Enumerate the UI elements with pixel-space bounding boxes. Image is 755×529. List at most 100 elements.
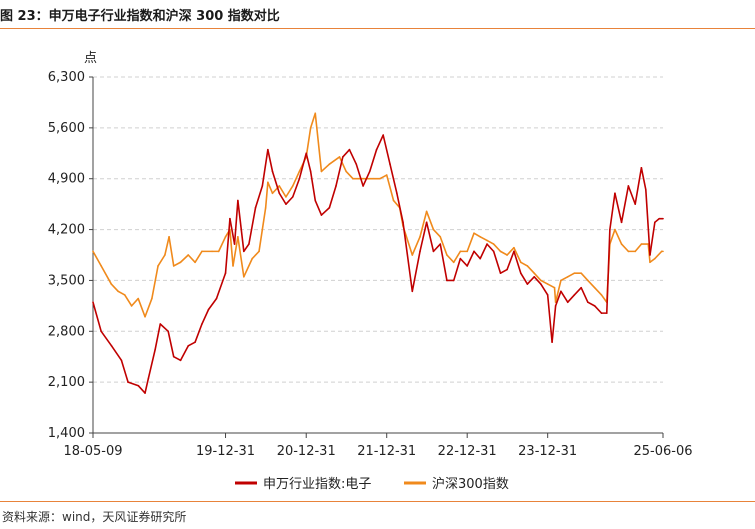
series-segment xyxy=(466,250,475,267)
series-segment xyxy=(439,243,448,282)
series-segment xyxy=(305,127,312,158)
series-segment xyxy=(452,250,462,264)
series-segment xyxy=(248,206,257,245)
y-unit-label: 点 xyxy=(84,51,97,66)
series-segment xyxy=(110,283,119,293)
series-segment xyxy=(473,250,482,260)
series-segment xyxy=(492,243,502,253)
series-segment xyxy=(144,377,150,394)
series-segment xyxy=(328,185,337,209)
y-tick-label: 5,600 xyxy=(48,121,85,136)
series-segment xyxy=(614,228,623,245)
series-segment xyxy=(168,236,175,267)
series-segment xyxy=(425,210,435,231)
series-segment xyxy=(154,323,162,351)
series-segment xyxy=(486,243,495,253)
series-segment xyxy=(546,283,556,289)
series-segment xyxy=(233,199,239,245)
y-tick-label: 3,500 xyxy=(48,273,85,288)
series-segment xyxy=(130,297,140,307)
source-divider xyxy=(0,501,755,502)
series-segment xyxy=(267,181,274,195)
series-segment xyxy=(566,272,576,278)
series-segment xyxy=(194,250,203,264)
series-segment xyxy=(100,265,113,285)
series-segment xyxy=(278,185,287,198)
legend-label: 申万行业指数:电子 xyxy=(263,477,371,492)
series-segment xyxy=(546,294,553,343)
series-segment xyxy=(207,297,218,311)
series-segment xyxy=(425,221,435,253)
series-segment xyxy=(179,345,190,362)
series-segment xyxy=(201,308,210,325)
series-segment xyxy=(92,250,102,267)
series-segment xyxy=(609,228,616,245)
series-segment xyxy=(593,305,603,314)
grid-lines xyxy=(93,76,663,383)
series-segment xyxy=(466,232,475,253)
series-segment xyxy=(151,265,159,300)
series-segment xyxy=(224,217,231,274)
series-segment xyxy=(432,228,442,238)
series-segment xyxy=(513,250,522,274)
y-tick-label: 2,100 xyxy=(48,375,85,390)
series-segment xyxy=(479,236,488,242)
y-tick-label: 4,900 xyxy=(48,172,85,187)
series-segment xyxy=(649,221,656,256)
series-segment xyxy=(566,294,576,304)
x-tick-label: 19-12-31 xyxy=(196,444,255,459)
series-segment xyxy=(379,174,388,180)
series-segment xyxy=(573,286,582,296)
series-segment xyxy=(560,275,569,282)
x-tick-label: 21-12-31 xyxy=(357,444,416,459)
series-segment xyxy=(432,243,442,253)
series-segment xyxy=(243,257,254,278)
series-segment xyxy=(645,188,651,256)
series-segment xyxy=(305,152,312,173)
series-segment xyxy=(411,236,421,256)
series-line xyxy=(92,112,664,318)
series-segment xyxy=(258,206,267,253)
series-segment xyxy=(375,134,384,151)
series-segment xyxy=(479,243,488,260)
series-segment xyxy=(251,250,260,260)
series-segment xyxy=(147,348,156,380)
series-segment xyxy=(117,290,126,296)
x-tick-label: 22-12-31 xyxy=(438,444,497,459)
series-segment xyxy=(499,268,508,274)
series-segment xyxy=(309,112,317,129)
series-segment xyxy=(411,250,421,293)
series-segment xyxy=(499,250,508,256)
series-segment xyxy=(419,210,428,238)
series-segment xyxy=(640,167,647,191)
series-segment xyxy=(551,305,557,343)
series-segment xyxy=(342,148,351,158)
series-segment xyxy=(110,345,123,362)
series-segment xyxy=(459,257,468,267)
series-segment xyxy=(446,254,455,264)
series-segment xyxy=(217,236,227,253)
series-segment xyxy=(92,301,102,333)
x-tick-label: 20-12-31 xyxy=(277,444,336,459)
series-segment xyxy=(309,170,317,202)
series-segment xyxy=(402,221,414,293)
series-segment xyxy=(419,221,428,253)
series-segment xyxy=(229,228,234,267)
series-segment xyxy=(609,192,616,231)
series-segment xyxy=(172,261,182,267)
series-segment xyxy=(654,250,663,260)
source-note: 资料来源：wind，天风证券研究所 xyxy=(2,510,187,524)
series-segment xyxy=(167,330,175,358)
series-segment xyxy=(229,217,236,245)
series-segment xyxy=(533,272,542,282)
series-segment xyxy=(519,272,529,285)
series-segment xyxy=(587,279,596,289)
series-segment xyxy=(215,272,227,300)
legend: 申万行业指数:电子 沪深300指数 xyxy=(235,476,509,492)
series-segment xyxy=(291,177,301,198)
series-segment xyxy=(179,254,190,264)
series-segment xyxy=(157,254,166,267)
series-segment xyxy=(232,236,239,267)
series-segment xyxy=(285,185,294,198)
